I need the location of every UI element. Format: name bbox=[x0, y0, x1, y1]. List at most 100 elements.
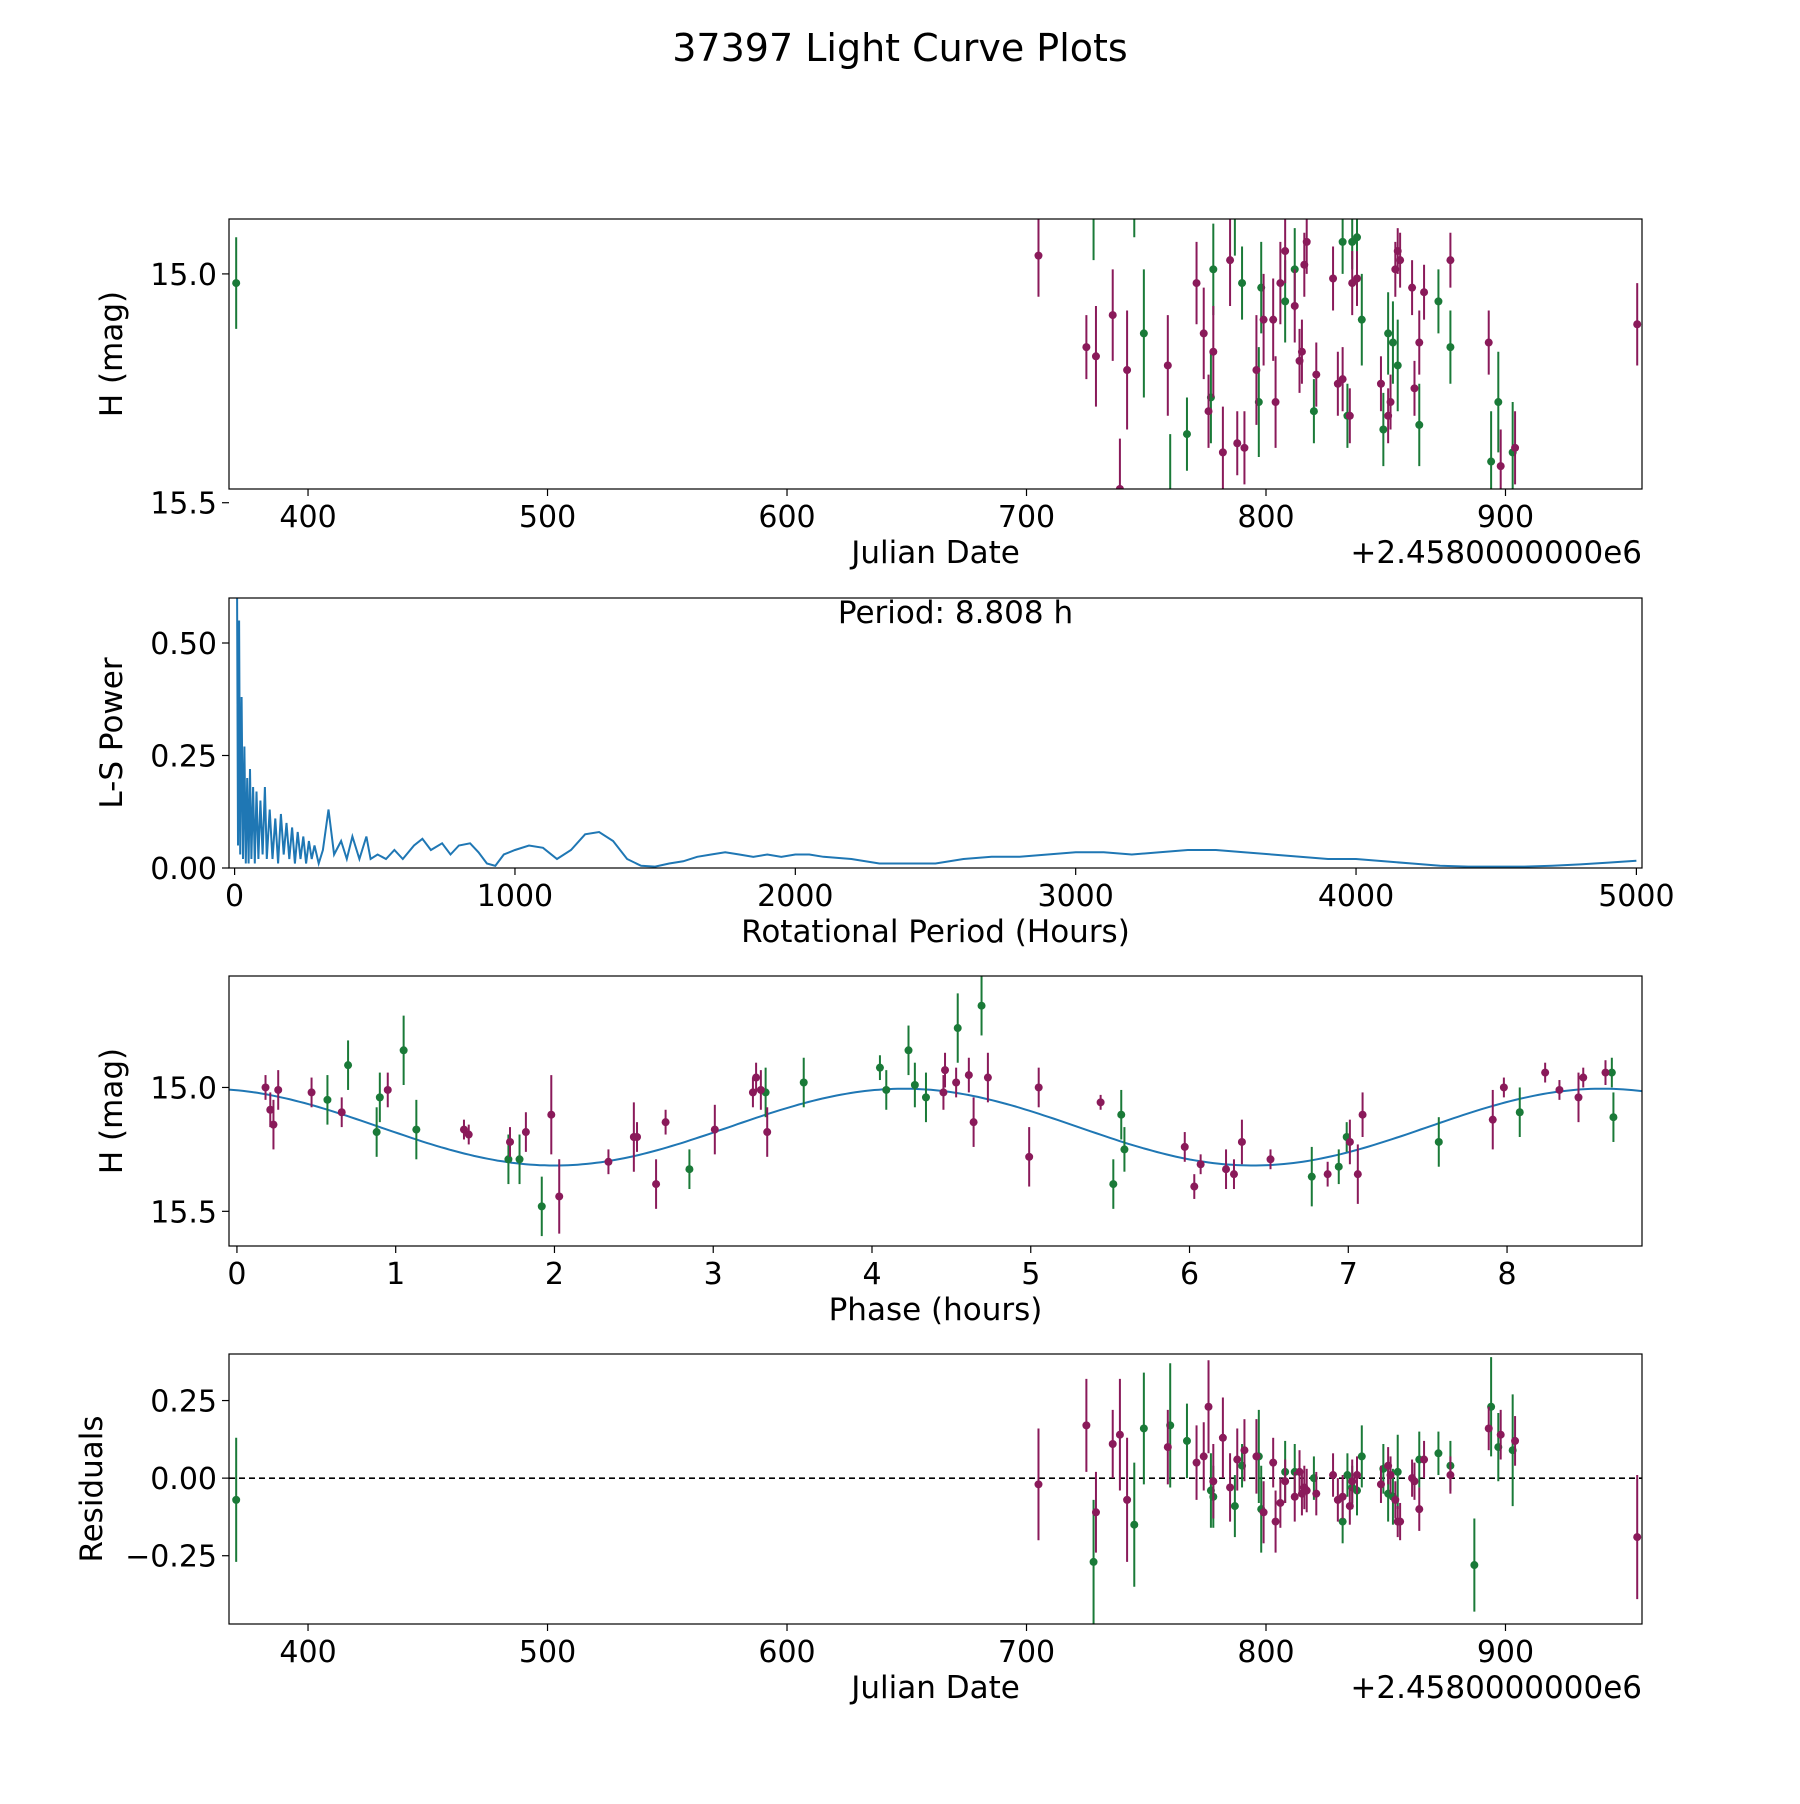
data-point bbox=[1163, 1443, 1172, 1452]
data-point bbox=[1259, 1508, 1268, 1517]
data-point bbox=[337, 1108, 346, 1117]
data-point bbox=[1209, 265, 1218, 274]
data-point bbox=[748, 1088, 757, 1097]
x-tick-label: 3000 bbox=[1037, 879, 1113, 914]
data-point bbox=[1312, 1489, 1321, 1498]
x-axis-label: Rotational Period (Hours) bbox=[741, 914, 1130, 950]
data-point bbox=[604, 1157, 613, 1166]
data-point bbox=[232, 279, 241, 288]
axes-frame bbox=[228, 975, 1643, 1247]
data-point bbox=[1218, 1433, 1227, 1442]
data-point bbox=[1091, 352, 1100, 361]
plot-area bbox=[229, 1357, 1642, 1624]
data-point bbox=[685, 1165, 694, 1174]
data-point bbox=[1358, 1110, 1367, 1119]
data-point bbox=[1415, 1505, 1424, 1514]
panel-periodogram: 0 1000 2000 3000 4000 5000 0.00 0.25 0.50 Rotatio… bbox=[94, 595, 1675, 950]
data-point bbox=[1276, 279, 1285, 288]
data-point bbox=[1607, 1068, 1616, 1077]
data-point bbox=[1034, 1083, 1043, 1092]
x-tick-label: 1000 bbox=[477, 879, 553, 914]
data-point bbox=[1345, 1502, 1354, 1511]
x-tick-label: 3 bbox=[704, 1257, 723, 1292]
y-tick-label: 0.50 bbox=[150, 627, 217, 662]
data-point bbox=[633, 1133, 642, 1142]
data-point bbox=[910, 1080, 919, 1089]
data-point bbox=[1090, 210, 1098, 218]
data-point bbox=[1199, 1452, 1208, 1461]
data-point bbox=[1139, 1424, 1148, 1433]
data-point bbox=[1434, 1137, 1443, 1146]
data-point bbox=[1343, 1471, 1352, 1480]
x-tick-label: 500 bbox=[519, 1635, 576, 1670]
x-tick-label: 900 bbox=[1477, 1635, 1534, 1670]
data-point bbox=[953, 1024, 962, 1033]
data-point bbox=[1130, 178, 1138, 186]
panel-phase-folded: 0 1 2 3 4 5 6 7 8 15.0 15.5 Phase (hours) H (mag) bbox=[94, 975, 1643, 1328]
x-tick-label: 2 bbox=[545, 1257, 564, 1292]
data-point bbox=[1357, 1452, 1366, 1461]
data-point bbox=[1511, 443, 1520, 452]
x-tick-label: 0 bbox=[227, 1257, 246, 1292]
data-point bbox=[1348, 1477, 1357, 1486]
data-point bbox=[547, 1110, 556, 1119]
data-point bbox=[412, 1125, 421, 1134]
x-tick-label: 900 bbox=[1477, 500, 1534, 535]
data-point bbox=[1323, 1170, 1332, 1179]
x-tick-label: 8 bbox=[1498, 1257, 1517, 1292]
data-point bbox=[1353, 1471, 1362, 1480]
data-point bbox=[1229, 1170, 1238, 1179]
data-point bbox=[1511, 1436, 1520, 1445]
data-point bbox=[1496, 1430, 1505, 1439]
y-axis-label: H (mag) bbox=[94, 291, 130, 417]
data-point bbox=[1391, 1495, 1400, 1504]
data-point bbox=[1434, 1449, 1443, 1458]
data-point bbox=[1123, 366, 1132, 375]
x-tick-label: 6 bbox=[1180, 1257, 1199, 1292]
data-point bbox=[383, 1085, 392, 1094]
data-point bbox=[1376, 1480, 1385, 1489]
data-point bbox=[1338, 375, 1347, 384]
data-point bbox=[1494, 398, 1503, 407]
data-point bbox=[261, 1083, 270, 1092]
data-point bbox=[1388, 338, 1397, 347]
data-point bbox=[1240, 1446, 1249, 1455]
data-point bbox=[1307, 1172, 1316, 1181]
data-point bbox=[1108, 1440, 1117, 1448]
data-point bbox=[1484, 1424, 1493, 1433]
x-tick-label: 700 bbox=[998, 1635, 1055, 1670]
y-tick-label: 15.0 bbox=[150, 258, 217, 293]
data-point bbox=[1345, 1137, 1354, 1146]
data-point bbox=[1025, 1152, 1034, 1161]
data-point bbox=[1415, 420, 1424, 429]
data-point bbox=[752, 1073, 761, 1082]
data-point bbox=[1271, 1517, 1280, 1526]
data-point bbox=[969, 1118, 978, 1127]
y-tick-label: 0.00 bbox=[150, 852, 217, 887]
data-point bbox=[1123, 1495, 1132, 1504]
period-annotation: Period: 8.808 h bbox=[838, 595, 1073, 631]
data-point bbox=[1252, 366, 1261, 375]
data-point bbox=[1487, 457, 1496, 466]
data-point bbox=[555, 1192, 564, 1201]
data-point bbox=[1470, 110, 1478, 118]
data-point bbox=[1386, 398, 1395, 407]
data-point bbox=[1379, 425, 1388, 434]
data-point bbox=[1393, 361, 1402, 370]
data-point bbox=[882, 1085, 891, 1094]
y-tick-label: 0.25 bbox=[150, 740, 217, 775]
data-point bbox=[506, 1137, 515, 1146]
data-point bbox=[464, 1130, 473, 1139]
plot-area bbox=[229, 976, 1642, 1237]
data-point bbox=[1633, 1533, 1642, 1542]
data-point bbox=[1410, 1477, 1419, 1486]
data-point bbox=[323, 1095, 332, 1104]
data-point bbox=[1269, 1458, 1278, 1467]
model-fit-line bbox=[229, 1087, 1642, 1167]
data-point bbox=[1226, 256, 1235, 265]
data-point bbox=[1496, 462, 1505, 471]
data-point bbox=[1353, 274, 1362, 283]
x-tick-label: 2000 bbox=[757, 879, 833, 914]
data-point bbox=[1109, 1180, 1118, 1189]
data-point bbox=[1231, 206, 1239, 214]
